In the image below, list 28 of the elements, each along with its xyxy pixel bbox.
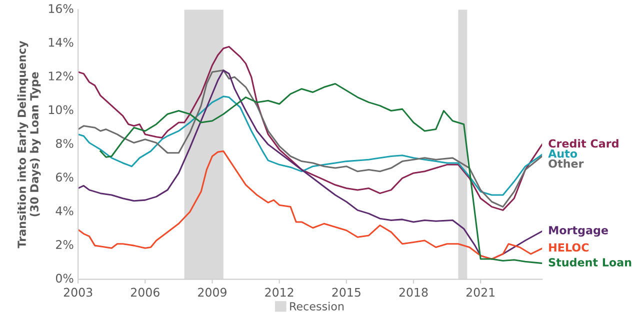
y-tick-label: 2% [56,240,74,249]
x-tick-label: 2009 [198,288,226,297]
x-tick-label: 2018 [399,288,428,297]
series-label: HELOC [549,243,589,252]
series-label: Mortgage [549,226,608,237]
x-tick-label: 2012 [265,288,294,297]
line-series [78,150,542,260]
y-tick-label: 4% [56,206,74,216]
y-tick-label: 8% [56,138,74,148]
y-tick-label: 10% [48,105,74,114]
y-tick-label: 14% [48,38,74,47]
y-tick-label: 6% [56,172,74,182]
x-tick-label: 2006 [131,288,160,297]
line-series [78,46,542,211]
x-tick-label: 2021 [466,288,495,297]
y-axis-title: Transition into Early Delinquency (30 Days) by Loan Type [17,40,41,248]
series-label: Auto [548,150,578,158]
y-tick-label: 0% [56,274,74,283]
x-tick-label: 2015 [332,288,360,297]
legend-label: Recession [290,302,344,310]
line-series [78,96,542,196]
y-tick-label: 12% [48,72,74,80]
y-tick-label: 16% [48,4,74,14]
line-series [78,70,542,208]
series-label: Student Loan [548,258,632,266]
series-label: Other [548,159,584,168]
series-label: Credit Card [548,139,618,148]
x-tick-label: 2003 [64,288,92,297]
